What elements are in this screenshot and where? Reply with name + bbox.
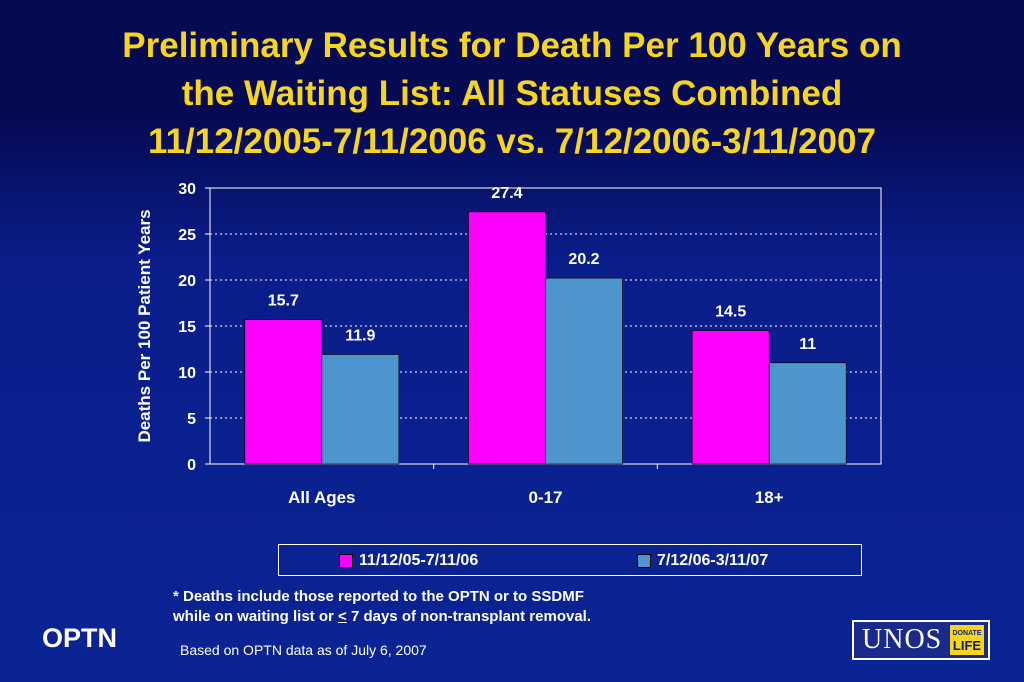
bar [691, 330, 770, 465]
data-label: 14.5 [715, 304, 746, 321]
y-tick-label: 30 [178, 181, 196, 198]
donate-life-bottom: LIFE [952, 638, 982, 653]
data-label: 20.2 [568, 251, 599, 268]
unos-logo: UNOS DONATE LIFE [852, 620, 990, 660]
legend-item-series-2: 7/12/06-3/11/07 [637, 552, 768, 570]
title-line-3: 11/12/2005-7/11/2006 vs. 7/12/2006-3/11/… [148, 122, 876, 161]
footnote-line-2-symbol: < [338, 608, 347, 625]
donate-life-badge: DONATE LIFE [950, 625, 984, 655]
legend-item-series-1: 11/12/05-7/11/06 [339, 552, 478, 570]
title-line-2: the Waiting List: All Statuses Combined [181, 74, 843, 113]
bar [468, 211, 546, 465]
optn-label: OPTN [42, 623, 118, 653]
footnote: * Deaths include those reported to the O… [173, 587, 591, 627]
footnote-line-2-pre: while on waiting list or [173, 608, 339, 625]
data-label: 11 [799, 336, 816, 353]
y-axis-label-text: Deaths Per 100 Patient Years [135, 209, 154, 443]
source-note: Based on OPTN data as of July 6, 2007 [180, 642, 427, 658]
legend-swatch-series-2 [637, 554, 651, 568]
data-label: 27.4 [491, 185, 522, 202]
y-tick-label: 15 [178, 319, 196, 336]
slide-title: Preliminary Results for Death Per 100 Ye… [20, 22, 1004, 166]
y-tick-label: 5 [187, 411, 196, 428]
legend-swatch-series-1 [339, 554, 353, 568]
donate-life-top: DONATE [952, 630, 982, 637]
x-tick-label: 0-17 [528, 488, 562, 507]
x-tick-label: 18+ [755, 488, 784, 507]
y-tick-label: 20 [178, 273, 196, 290]
bar [545, 277, 623, 465]
chart-legend: 11/12/05-7/11/06 7/12/06-3/11/07 [278, 544, 862, 576]
bar [768, 362, 847, 465]
unos-logo-text: UNOS [862, 624, 943, 655]
y-tick-label: 10 [178, 365, 196, 382]
bar [244, 319, 323, 465]
x-tick-label: All Ages [288, 488, 355, 507]
bar [321, 354, 400, 465]
data-label: 15.7 [268, 293, 299, 310]
footnote-line-1: * Deaths include those reported to the O… [173, 588, 584, 605]
y-tick-label: 0 [187, 457, 196, 474]
footnote-line-2-post: 7 days of non-transplant removal. [346, 608, 591, 625]
legend-label-series-1: 11/12/05-7/11/06 [359, 552, 479, 569]
y-tick-label: 25 [178, 227, 196, 244]
data-label: 11.9 [345, 328, 375, 345]
title-line-1: Preliminary Results for Death Per 100 Ye… [122, 26, 902, 65]
legend-label-series-2: 7/12/06-3/11/07 [657, 552, 769, 569]
footnote-line-2: while on waiting list or < 7 days of non… [173, 607, 591, 627]
